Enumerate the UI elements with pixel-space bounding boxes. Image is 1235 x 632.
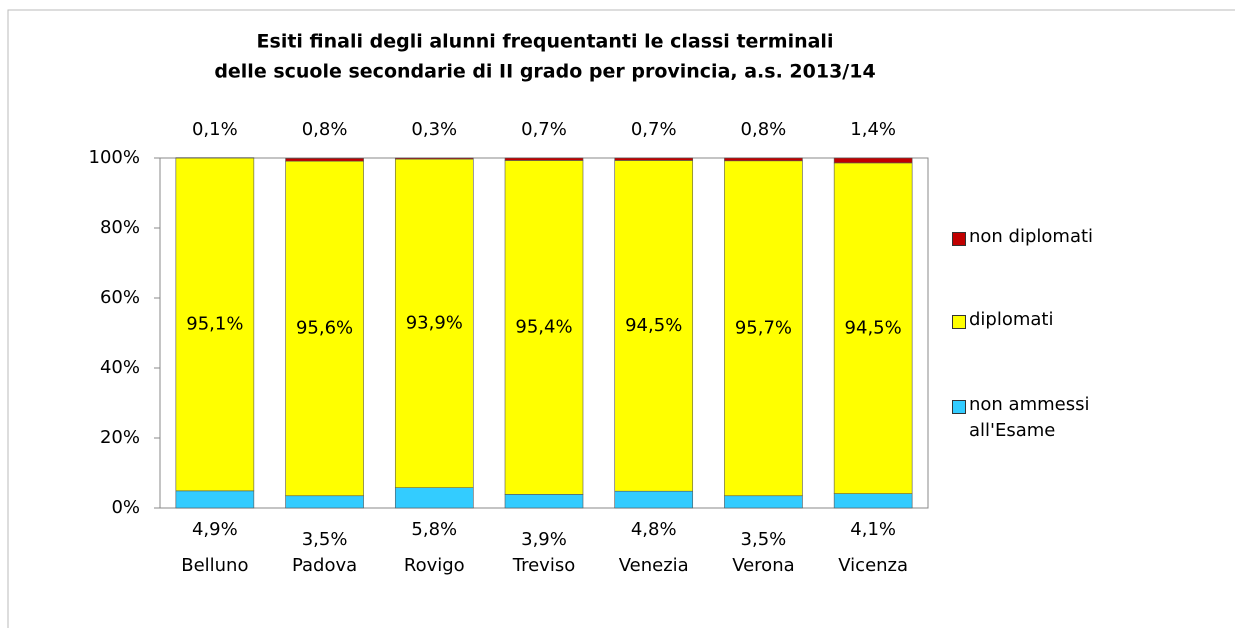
chart-title: Esiti finali degli alunni frequentanti l…: [257, 31, 834, 53]
bar-segment: [724, 496, 802, 508]
data-label: 4,1%: [850, 519, 896, 540]
x-tick-label: Verona: [732, 555, 794, 576]
data-label: 3,9%: [521, 529, 567, 550]
x-tick-label: Venezia: [619, 555, 689, 576]
y-tick-label: 80%: [100, 217, 140, 238]
x-tick-label: Vicenza: [838, 555, 908, 576]
legend-label: diplomati: [969, 307, 1119, 333]
x-tick-label: Belluno: [181, 555, 248, 576]
bar-segment: [505, 494, 583, 508]
bar-segment: [176, 491, 254, 508]
x-tick-label: Rovigo: [404, 555, 465, 576]
bar-segment: [395, 488, 473, 508]
legend-label: non ammessi all'Esame: [969, 392, 1119, 444]
data-label: 93,9%: [406, 312, 463, 333]
y-tick-label: 20%: [100, 427, 140, 448]
data-label: 0,8%: [741, 119, 787, 140]
data-label: 0,3%: [411, 119, 457, 140]
bar-segment: [286, 158, 364, 161]
bar-segment: [724, 158, 802, 161]
data-label: 4,9%: [192, 519, 238, 540]
chart-title: delle scuole secondarie di II grado per …: [214, 61, 875, 83]
bar-segment: [615, 491, 693, 508]
bar-segment: [615, 158, 693, 160]
legend-item: non diplomati: [952, 227, 1119, 250]
data-label: 94,5%: [625, 315, 682, 336]
data-label: 0,7%: [521, 119, 567, 140]
data-label: 0,8%: [302, 119, 348, 140]
data-label: 95,6%: [296, 317, 353, 338]
legend-item: non ammessi all'Esame: [952, 395, 1119, 444]
x-tick-label: Padova: [292, 555, 357, 576]
data-label: 95,1%: [186, 313, 243, 334]
y-tick-label: 60%: [100, 287, 140, 308]
legend-swatch: [952, 315, 966, 329]
bar-segment: [286, 496, 364, 508]
data-label: 3,5%: [741, 529, 787, 550]
legend-label: non diplomati: [969, 224, 1119, 250]
data-label: 1,4%: [850, 119, 896, 140]
data-label: 3,5%: [302, 529, 348, 550]
data-label: 0,1%: [192, 119, 238, 140]
data-label: 95,4%: [515, 316, 572, 337]
bar-segment: [834, 494, 912, 508]
data-label: 94,5%: [845, 317, 902, 338]
legend-swatch: [952, 232, 966, 246]
data-label: 4,8%: [631, 519, 677, 540]
data-label: 0,7%: [631, 119, 677, 140]
legend-item: diplomati: [952, 310, 1119, 333]
y-tick-label: 40%: [100, 357, 140, 378]
y-tick-label: 100%: [89, 147, 140, 168]
bar-segment: [505, 158, 583, 160]
legend-swatch: [952, 400, 966, 414]
x-tick-label: Treviso: [512, 555, 575, 576]
bar-segment: [834, 158, 912, 163]
data-label: 5,8%: [411, 519, 457, 540]
bar-segment: [395, 158, 473, 159]
y-tick-label: 0%: [111, 497, 140, 518]
data-label: 95,7%: [735, 317, 792, 338]
